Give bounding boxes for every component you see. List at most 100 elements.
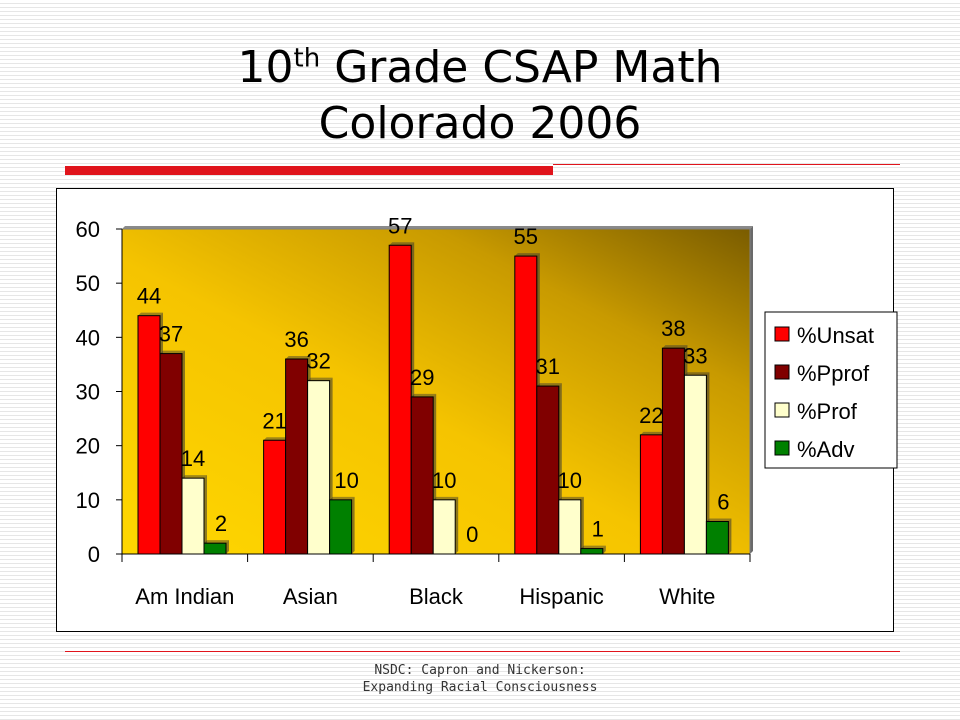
bar <box>203 542 227 555</box>
data-label: 33 <box>683 343 707 368</box>
data-label: 38 <box>661 316 685 341</box>
bar-side <box>455 496 459 554</box>
legend-swatch <box>774 326 790 342</box>
legend-swatch <box>774 402 790 418</box>
legend-swatch <box>774 440 790 456</box>
title-line-1: 10th Grade CSAP Math <box>0 40 960 96</box>
bar <box>536 385 560 555</box>
legend-label: %Adv <box>797 437 854 462</box>
bar-side <box>204 475 207 554</box>
slide-title: 10th Grade CSAP Math Colorado 2006 <box>0 40 960 152</box>
data-label: 2 <box>215 511 227 536</box>
bar-side <box>602 545 606 554</box>
footer-line-2: Expanding Racial Consciousness <box>362 680 598 695</box>
bar <box>410 396 434 555</box>
bar-top <box>389 242 415 246</box>
bar-top <box>536 383 562 387</box>
data-label: 29 <box>410 365 434 390</box>
y-tick-label: 30 <box>76 380 100 405</box>
bar-side <box>728 518 732 554</box>
y-tick-label: 10 <box>76 488 100 513</box>
data-label: 6 <box>717 490 729 515</box>
data-label: 22 <box>639 403 663 428</box>
bar <box>705 521 729 555</box>
data-label: 10 <box>334 468 358 493</box>
bar-top <box>138 312 163 316</box>
bar <box>159 353 183 555</box>
bar <box>181 477 205 555</box>
bar <box>580 548 604 555</box>
legend-label: %Prof <box>797 399 858 424</box>
footer-divider-line <box>65 651 900 652</box>
bar-top <box>204 540 229 544</box>
bar-top <box>285 356 311 359</box>
y-tick-label: 60 <box>76 217 100 242</box>
footer-line-1: NSDC: Capron and Nickerson: <box>374 663 586 678</box>
title-divider-line <box>553 164 900 165</box>
bar <box>514 255 538 555</box>
data-label: 10 <box>558 468 582 493</box>
bar-top <box>263 437 289 441</box>
bar-top <box>411 393 437 397</box>
data-label: 32 <box>306 349 330 374</box>
bar-top <box>160 350 185 354</box>
bar <box>661 347 685 555</box>
data-label: 55 <box>514 224 538 249</box>
bar-side <box>706 372 710 554</box>
bar-top <box>433 496 459 500</box>
legend-label: %Pprof <box>797 361 870 386</box>
bar-top <box>640 431 666 435</box>
data-label: 21 <box>262 408 286 433</box>
bar <box>432 499 456 555</box>
title-text: Grade CSAP Math <box>320 42 723 93</box>
bar <box>137 315 161 555</box>
x-tick-label: Hispanic <box>519 584 603 609</box>
data-label: 31 <box>536 354 560 379</box>
data-label: 1 <box>592 517 604 542</box>
data-label: 36 <box>284 327 308 352</box>
bar-top <box>182 475 207 479</box>
slide-footer: NSDC: Capron and Nickerson: Expanding Ra… <box>0 662 960 696</box>
bar-top <box>684 372 710 376</box>
bar-side <box>351 496 355 554</box>
data-label: 0 <box>466 522 478 547</box>
bar <box>639 434 663 555</box>
bar-top <box>662 345 688 349</box>
bar <box>307 380 331 555</box>
data-label: 37 <box>159 322 183 347</box>
bar <box>263 439 287 555</box>
legend-label: %Unsat <box>797 323 874 348</box>
x-tick-label: White <box>659 584 715 609</box>
title-line-2: Colorado 2006 <box>318 98 642 149</box>
legend-swatch <box>774 364 790 380</box>
x-tick-label: Asian <box>283 584 338 609</box>
bar <box>388 244 412 555</box>
bar-top <box>558 496 584 500</box>
plot-wall-top <box>122 226 753 229</box>
bar-top <box>307 377 333 381</box>
bar-side <box>580 496 584 554</box>
x-tick-label: Am Indian <box>135 584 234 609</box>
data-label: 10 <box>432 468 456 493</box>
bar-top <box>580 545 606 549</box>
x-tick-label: Black <box>409 584 464 609</box>
title-number: 10 <box>237 42 294 93</box>
data-label: 44 <box>137 284 161 309</box>
bar-top <box>706 518 732 522</box>
bar-top <box>514 253 540 257</box>
y-tick-label: 50 <box>76 271 100 296</box>
bar <box>683 374 707 555</box>
bar-top <box>329 496 355 500</box>
bar <box>285 358 309 555</box>
y-tick-label: 0 <box>88 542 100 567</box>
data-label: 57 <box>388 213 412 238</box>
plot-wall-side <box>750 226 753 554</box>
bar-side <box>226 540 229 554</box>
title-superscript: th <box>293 43 321 74</box>
y-tick-label: 40 <box>76 325 100 350</box>
data-label: 14 <box>181 446 205 471</box>
bar <box>558 499 582 555</box>
title-accent-bar <box>65 166 553 175</box>
y-tick-label: 20 <box>76 434 100 459</box>
